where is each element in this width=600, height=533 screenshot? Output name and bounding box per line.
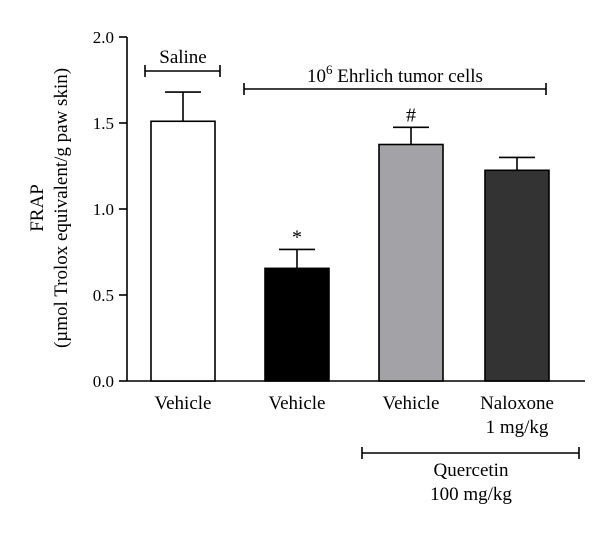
category-label: Vehicle: [269, 393, 326, 414]
y-axis-label-line1: FRAP: [27, 184, 48, 232]
y-tick-label: 2.0: [93, 28, 114, 47]
significance-marker: #: [406, 104, 416, 126]
tumor-label: 106 Ehrlich tumor cells: [307, 62, 483, 87]
y-ticks: 0.0 0.5 1.0 1.5 2.0: [93, 28, 127, 391]
saline-label: Saline: [159, 47, 207, 68]
quercetin-label-line1: Quercetin: [434, 460, 509, 481]
bar: [264, 267, 330, 382]
tumor-label-base: 10: [307, 66, 326, 87]
category-label-line2: 1 mg/kg: [486, 417, 549, 438]
tumor-label-rest: Ehrlich tumor cells: [333, 66, 483, 87]
tumor-bracket: 106 Ehrlich tumor cells: [243, 62, 547, 95]
y-tick-label: 1.0: [93, 200, 114, 219]
y-tick-label: 0.0: [93, 372, 114, 391]
saline-bracket: Saline: [144, 47, 221, 77]
y-tick-label: 0.5: [93, 286, 114, 305]
category-label: Vehicle: [383, 393, 440, 414]
category-label: Vehicle: [155, 393, 212, 414]
bar: [484, 169, 550, 382]
bar: [150, 120, 216, 382]
category-labels: Vehicle Vehicle Vehicle Naloxone 1 mg/kg: [155, 393, 554, 438]
y-axis-label-line2: (µmol Trolox equivalent/g paw skin): [51, 68, 72, 348]
bars: *#: [150, 91, 550, 382]
significance-marker: *: [292, 226, 302, 248]
category-label: Naloxone: [480, 393, 554, 414]
quercetin-bracket: Quercetin 100 mg/kg: [361, 447, 580, 505]
quercetin-label-line2: 100 mg/kg: [430, 484, 512, 505]
y-tick-label: 1.5: [93, 114, 114, 133]
bar: [378, 143, 444, 382]
tumor-label-exp: 6: [326, 62, 333, 77]
y-axis-label: FRAP (µmol Trolox equivalent/g paw skin): [27, 68, 72, 348]
